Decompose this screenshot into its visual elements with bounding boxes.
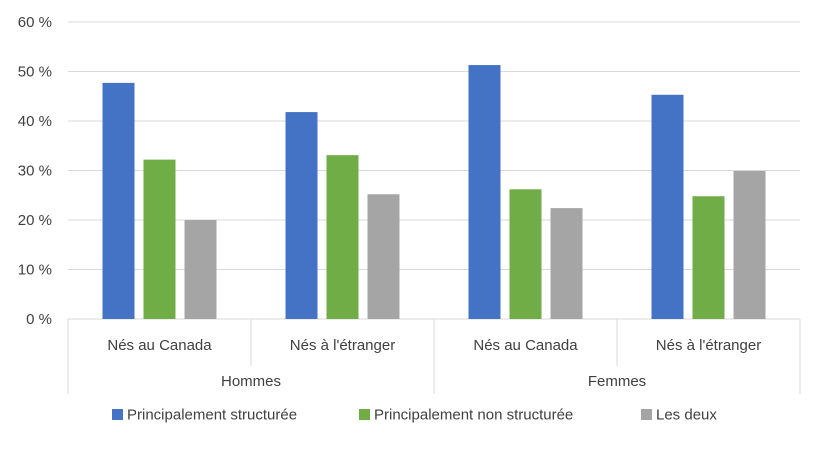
- y-tick-label: 30 %: [18, 163, 52, 180]
- x-tick-label: Nés au Canada: [107, 337, 212, 354]
- x-axis: Nés au Canada Nés à l'étranger Nés au Cana…: [67, 319, 801, 394]
- x-tick-label: Nés à l'étranger: [290, 337, 395, 354]
- bars: [102, 65, 766, 319]
- legend: Principalement structurée Principalement …: [112, 407, 717, 424]
- legend-swatch: [641, 409, 652, 420]
- bar: [326, 155, 359, 319]
- bar: [102, 82, 135, 319]
- bar: [367, 194, 400, 319]
- y-tick-label: 0 %: [26, 311, 52, 328]
- x-tick-label: Nés à l'étranger: [656, 337, 761, 354]
- gridlines: [68, 21, 800, 320]
- x-group-label: Hommes: [221, 373, 281, 390]
- y-tick-label: 50 %: [18, 64, 52, 81]
- y-tick-label: 10 %: [18, 262, 52, 279]
- bar: [184, 220, 217, 319]
- y-tick-label: 60 %: [18, 14, 52, 31]
- legend-label: Les deux: [656, 407, 717, 424]
- y-tick-label: 20 %: [18, 212, 52, 229]
- legend-swatch: [112, 409, 123, 420]
- bar: [692, 196, 725, 319]
- legend-label: Principalement non structurée: [374, 407, 573, 424]
- bar: [285, 112, 318, 319]
- bar: [733, 170, 766, 319]
- y-axis-tick-labels: 0 % 10 % 20 % 30 % 40 % 50 % 60 %: [18, 14, 52, 328]
- legend-swatch: [359, 409, 370, 420]
- x-tick-label: Nés au Canada: [473, 337, 578, 354]
- legend-label: Principalement structurée: [127, 407, 297, 424]
- bar: [468, 65, 501, 319]
- bar: [651, 94, 684, 319]
- bar: [550, 208, 583, 319]
- y-tick-label: 40 %: [18, 113, 52, 130]
- bar: [143, 159, 176, 319]
- bar: [509, 189, 542, 319]
- x-group-label: Femmes: [588, 373, 646, 390]
